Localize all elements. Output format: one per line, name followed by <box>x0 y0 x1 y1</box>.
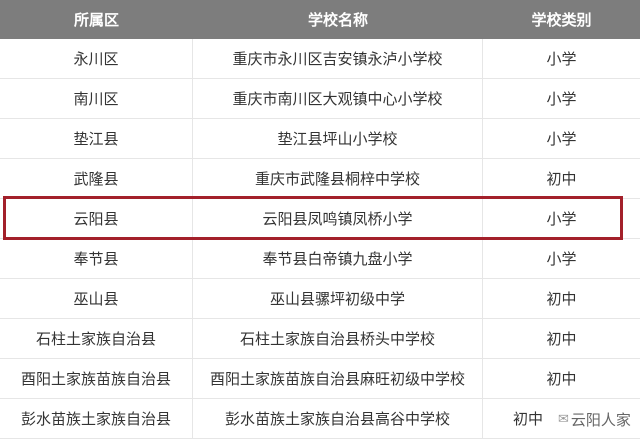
cell-district: 彭水苗族土家族自治县 <box>0 399 193 438</box>
cell-school-name: 奉节县白帝镇九盘小学 <box>193 239 483 278</box>
table-header: 所属区 学校名称 学校类别 <box>0 0 640 39</box>
cell-school-type: 初中 <box>546 370 577 388</box>
cell-district: 石柱土家族自治县 <box>0 319 193 358</box>
watermark: ✉ 云阳人家 <box>558 399 631 439</box>
cell-district: 永川区 <box>0 39 193 78</box>
wechat-icon: ✉ <box>558 411 569 427</box>
cell-school-name: 云阳县凤鸣镇凤桥小学 <box>193 199 483 238</box>
table-row: 巫山县 巫山县骡坪初级中学 初中 <box>0 279 640 319</box>
table-row: 酉阳土家族苗族自治县 酉阳土家族苗族自治县麻旺初级中学校 初中 <box>0 359 640 399</box>
cell-school-name: 重庆市永川区吉安镇永泸小学校 <box>193 39 483 78</box>
table-row: 彭水苗族土家族自治县 彭水苗族土家族自治县高谷中学校 初中 <box>0 399 640 439</box>
table-row: 奉节县 奉节县白帝镇九盘小学 小学 <box>0 239 640 279</box>
header-school-type: 学校类别 <box>531 11 592 29</box>
cell-district: 酉阳土家族苗族自治县 <box>0 359 193 398</box>
cell-school-type: 小学 <box>546 90 577 108</box>
cell-district: 巫山县 <box>0 279 193 318</box>
cell-school-type: 初中 <box>546 170 577 188</box>
cell-school-type: 小学 <box>546 210 577 228</box>
table-row: 永川区 重庆市永川区吉安镇永泸小学校 小学 <box>0 39 640 79</box>
highlight-box <box>3 196 623 240</box>
cell-district: 云阳县 <box>0 199 193 238</box>
table-row: 武隆县 重庆市武隆县桐梓中学校 初中 <box>0 159 640 199</box>
cell-school-type: 初中 <box>546 290 577 308</box>
table-row: 石柱土家族自治县 石柱土家族自治县桥头中学校 初中 <box>0 319 640 359</box>
cell-school-type: 初中 <box>513 410 544 428</box>
cell-school-name: 酉阳土家族苗族自治县麻旺初级中学校 <box>193 359 483 398</box>
header-school-name: 学校名称 <box>307 11 368 29</box>
cell-school-name: 垫江县坪山小学校 <box>193 119 483 158</box>
table-row: 垫江县 垫江县坪山小学校 小学 <box>0 119 640 159</box>
cell-school-type: 小学 <box>546 130 577 148</box>
cell-district: 垫江县 <box>0 119 193 158</box>
cell-school-type: 初中 <box>546 330 577 348</box>
cell-school-name: 重庆市武隆县桐梓中学校 <box>193 159 483 198</box>
cell-district: 武隆县 <box>0 159 193 198</box>
header-district: 所属区 <box>73 11 119 29</box>
cell-school-type: 小学 <box>546 250 577 268</box>
cell-school-type: 小学 <box>546 50 577 68</box>
cell-district: 奉节县 <box>0 239 193 278</box>
cell-district: 南川区 <box>0 79 193 118</box>
cell-school-name: 彭水苗族土家族自治县高谷中学校 <box>193 399 483 438</box>
cell-school-name: 石柱土家族自治县桥头中学校 <box>193 319 483 358</box>
cell-school-name: 重庆市南川区大观镇中心小学校 <box>193 79 483 118</box>
watermark-text: 云阳人家 <box>570 410 631 429</box>
table-row: 南川区 重庆市南川区大观镇中心小学校 小学 <box>0 79 640 119</box>
cell-school-name: 巫山县骡坪初级中学 <box>193 279 483 318</box>
